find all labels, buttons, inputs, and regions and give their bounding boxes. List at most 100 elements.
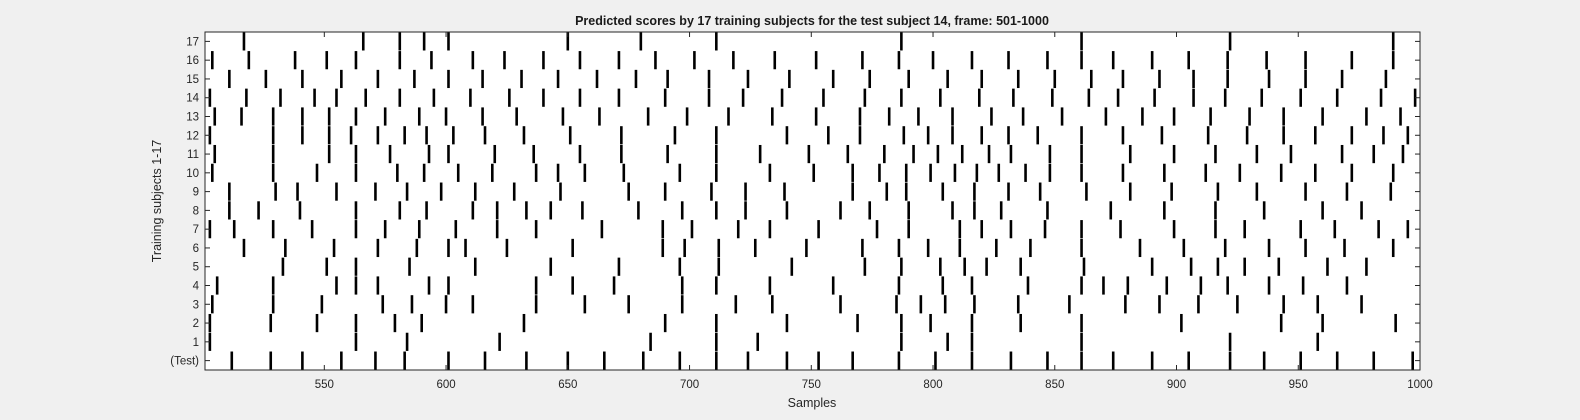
event-mark: [868, 69, 872, 89]
event-mark: [783, 182, 786, 201]
y-tick-label: 16: [186, 55, 199, 67]
event-mark: [1170, 182, 1173, 201]
event-mark: [1187, 351, 1190, 370]
event-mark: [917, 107, 920, 126]
event-mark: [320, 295, 324, 314]
event-mark: [790, 257, 794, 276]
event-mark: [408, 257, 411, 276]
event-mark: [1158, 295, 1161, 314]
event-mark: [228, 69, 231, 89]
event-mark: [556, 69, 560, 89]
event-mark: [863, 257, 867, 276]
event-mark: [340, 351, 343, 370]
event-mark: [663, 182, 667, 201]
event-mark: [839, 295, 842, 314]
event-mark: [1382, 126, 1385, 145]
y-tick-label: 12: [186, 130, 199, 142]
event-mark: [715, 351, 718, 370]
event-mark: [1111, 51, 1115, 70]
event-mark: [1068, 295, 1071, 314]
event-mark: [746, 351, 750, 370]
event-mark: [1350, 126, 1354, 145]
event-mark: [447, 238, 450, 258]
y-tick-label: 15: [186, 74, 199, 86]
event-mark: [897, 238, 901, 258]
event-mark: [271, 295, 275, 314]
event-mark: [271, 144, 275, 164]
event-mark: [1223, 238, 1227, 258]
event-mark: [1216, 257, 1220, 276]
event-mark: [805, 238, 808, 258]
event-mark: [1080, 144, 1083, 164]
event-mark: [637, 201, 640, 220]
event-mark: [856, 313, 859, 333]
event-mark: [1223, 88, 1227, 107]
event-mark: [941, 276, 945, 295]
event-mark: [1255, 144, 1259, 164]
event-mark: [885, 182, 889, 201]
event-mark: [211, 51, 214, 70]
event-mark: [1321, 107, 1324, 126]
event-mark: [1389, 182, 1393, 201]
event-mark: [995, 238, 998, 258]
event-mark: [532, 144, 536, 164]
event-mark: [980, 126, 984, 145]
event-mark: [1228, 351, 1232, 370]
event-mark: [1080, 238, 1083, 258]
event-mark: [617, 51, 621, 70]
event-mark: [1150, 351, 1154, 370]
event-mark: [875, 220, 879, 239]
event-mark: [1350, 163, 1354, 182]
event-mark: [1046, 201, 1049, 220]
event-mark: [354, 313, 358, 333]
y-tick-label: 2: [193, 318, 199, 330]
event-mark: [1343, 238, 1346, 258]
event-mark: [447, 144, 450, 164]
event-mark: [785, 313, 789, 333]
event-mark: [814, 51, 818, 70]
event-mark: [508, 88, 511, 107]
event-mark: [1192, 88, 1195, 107]
event-mark: [861, 51, 864, 70]
event-mark: [464, 238, 467, 258]
event-mark: [383, 220, 387, 239]
event-mark: [215, 276, 219, 295]
event-mark: [817, 351, 820, 370]
event-mark: [430, 51, 433, 70]
event-mark: [211, 163, 214, 182]
event-mark: [663, 313, 667, 333]
event-mark: [715, 332, 718, 351]
event-mark: [1394, 313, 1397, 333]
event-mark: [1007, 182, 1010, 201]
event-mark: [1124, 295, 1127, 314]
event-mark: [1236, 295, 1239, 314]
event-mark: [381, 295, 385, 314]
event-mark: [1199, 276, 1203, 295]
event-mark: [232, 220, 236, 239]
event-mark: [327, 144, 331, 164]
event-mark: [354, 107, 358, 126]
event-mark: [1372, 351, 1376, 370]
event-mark: [1340, 144, 1344, 164]
event-mark: [1216, 182, 1220, 201]
event-mark: [883, 144, 886, 164]
event-mark: [1016, 69, 1020, 89]
event-mark: [1391, 51, 1395, 70]
y-tick-label: 5: [193, 262, 199, 274]
event-mark: [1080, 276, 1083, 295]
event-mark: [354, 163, 358, 182]
event-mark: [897, 51, 901, 70]
event-mark: [447, 32, 450, 51]
event-mark: [1080, 351, 1083, 370]
event-mark: [1104, 107, 1108, 126]
event-mark: [354, 220, 358, 239]
event-mark: [634, 69, 638, 89]
event-mark: [919, 295, 923, 314]
event-mark: [512, 182, 516, 201]
event-mark: [405, 182, 409, 201]
event-mark: [1192, 69, 1195, 89]
event-mark: [963, 257, 966, 276]
event-mark: [505, 238, 509, 258]
event-mark: [354, 201, 358, 220]
event-mark: [970, 276, 974, 295]
